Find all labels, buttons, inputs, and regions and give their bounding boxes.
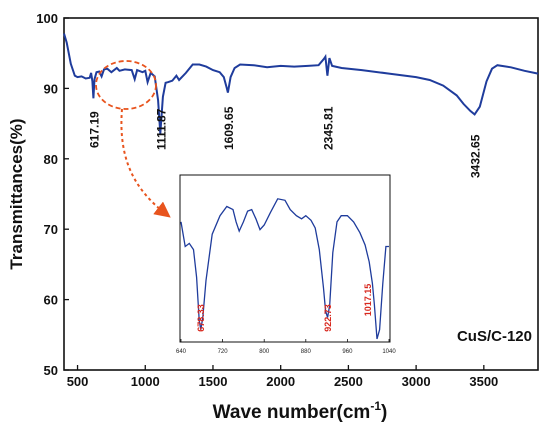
peak-label: 1111.87 bbox=[154, 108, 168, 150]
y-tick-label: 80 bbox=[44, 152, 58, 167]
inset-peak-label: 678.33 bbox=[196, 304, 206, 332]
peak-label: 2345.81 bbox=[322, 106, 336, 150]
y-axis-title: Transmittances(%) bbox=[7, 118, 26, 269]
inset-frame bbox=[179, 174, 391, 343]
y-tick-label: 50 bbox=[44, 363, 58, 378]
x-tick-label: 500 bbox=[67, 374, 89, 389]
inset-peak-labels: 678.33 922.73 1017.15 bbox=[196, 284, 373, 332]
peak-label: 1609.65 bbox=[222, 106, 236, 150]
y-tick-label: 70 bbox=[44, 222, 58, 237]
y-tick-label: 100 bbox=[36, 11, 58, 26]
highlight-ellipse bbox=[95, 60, 157, 110]
inset-spectrum-line bbox=[180, 198, 389, 340]
sample-label: CuS/C-120 bbox=[457, 328, 532, 345]
peak-label: 617.19 bbox=[87, 111, 101, 148]
x-tick-label: 3000 bbox=[402, 374, 431, 389]
y-axis-ticks: 50 60 70 80 90 100 bbox=[36, 11, 69, 378]
y-tick-label: 90 bbox=[44, 81, 58, 96]
inset-tick-label: 880 bbox=[301, 349, 312, 355]
inset-peak-label: 1017.15 bbox=[363, 284, 373, 317]
peak-label: 3432.65 bbox=[469, 134, 483, 178]
inset-tick-label: 800 bbox=[259, 349, 270, 355]
y-tick-label: 60 bbox=[44, 293, 58, 308]
inset-tick-label: 1040 bbox=[382, 349, 396, 355]
inset-tick-label: 720 bbox=[218, 349, 229, 355]
inset-tick-label: 960 bbox=[342, 349, 353, 355]
inset-peak-label: 922.73 bbox=[323, 304, 333, 332]
inset-tick-label: 640 bbox=[176, 349, 187, 355]
x-tick-label: 1000 bbox=[131, 374, 160, 389]
main-peak-labels: 617.19 1111.87 1609.65 2345.81 3432.65 bbox=[87, 106, 482, 178]
x-tick-label: 2000 bbox=[266, 374, 295, 389]
main-spectrum-line bbox=[63, 33, 539, 134]
x-tick-label: 1500 bbox=[199, 374, 228, 389]
x-axis-ticks: 500 1000 1500 2000 2500 3000 3500 bbox=[67, 365, 498, 389]
inset-x-axis-ticks: 640 720 800 880 960 1040 bbox=[176, 339, 396, 355]
x-axis-title: Wave number(cm-1) bbox=[213, 399, 388, 423]
x-tick-label: 2500 bbox=[334, 374, 363, 389]
x-tick-label: 3500 bbox=[469, 374, 498, 389]
